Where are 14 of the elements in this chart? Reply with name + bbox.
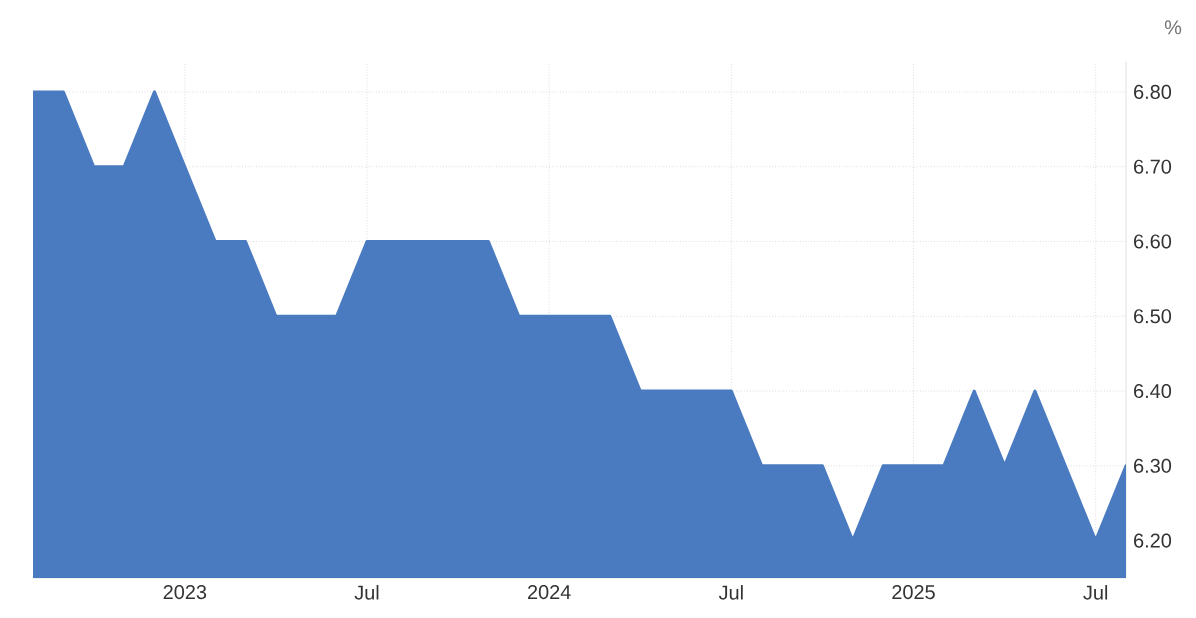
y-tick-label: 6.30 [1134,458,1172,473]
y-tick-label: 6.70 [1134,159,1172,174]
y-tick-label: 6.80 [1134,84,1172,99]
y-tick-label: 6.20 [1134,533,1172,548]
y-axis-title: % [1164,20,1182,35]
x-tick-label: 2024 [527,585,571,600]
y-tick-label: 6.60 [1134,234,1172,249]
x-tick-label: Jul [354,585,379,600]
x-tick-label: 2023 [163,585,207,600]
y-tick-label: 6.50 [1134,309,1172,324]
x-tick-label: 2025 [892,585,935,600]
y-tick-label: 6.40 [1134,384,1172,399]
x-tick-label: Jul [1083,585,1108,600]
x-tick-label: Jul [718,585,743,600]
